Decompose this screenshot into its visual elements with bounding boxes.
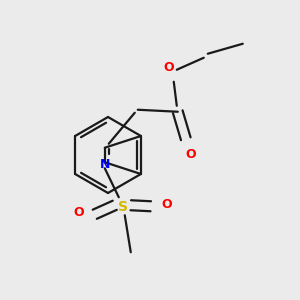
Text: O: O <box>161 198 172 211</box>
Text: O: O <box>185 148 196 161</box>
Text: O: O <box>164 61 174 74</box>
Text: O: O <box>74 206 84 219</box>
Text: N: N <box>100 158 110 171</box>
Text: S: S <box>118 200 128 214</box>
